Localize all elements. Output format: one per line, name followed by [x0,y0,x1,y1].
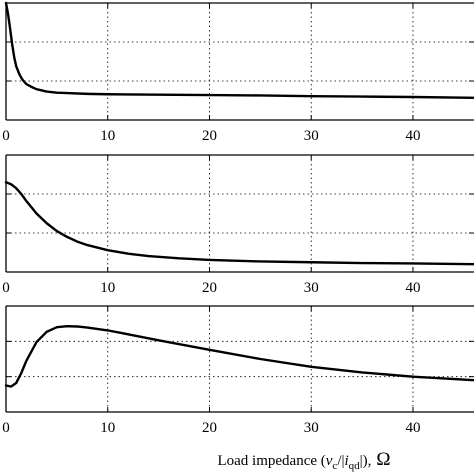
x-axis-label: Load impedance (vc/|iqd|), Ω [217,449,390,472]
x-tick-label: 30 [304,128,319,144]
x-tick-label: 40 [405,280,420,296]
chart-panel-2: 0 10 20 30 40 [2,154,474,296]
x-tick-label: 0 [2,280,10,296]
chart-panel-1: 0 10 20 30 40 [2,1,474,144]
series-line-1 [4,1,474,99]
x-tick-label: 20 [202,420,217,436]
x-tick-label: 30 [304,420,319,436]
panels: 0 10 20 30 40 0 10 20 30 40 0 10 20 30 40 [2,1,474,436]
x-tick-label: 20 [202,128,217,144]
x-tick-label: 10 [100,420,115,436]
x-tick-label: 10 [100,128,115,144]
x-tick-label: 30 [304,280,319,296]
x-tick-label: 40 [405,420,420,436]
x-tick-label: 20 [202,280,217,296]
series-line-1 [4,181,474,266]
series-line-1 [4,324,474,388]
x-tick-label: 40 [405,128,420,144]
x-tick-label: 0 [2,420,10,436]
x-tick-label: 10 [100,280,115,296]
chart-panel-3: 0 10 20 30 40 [2,305,474,436]
x-tick-label: 0 [2,128,10,144]
